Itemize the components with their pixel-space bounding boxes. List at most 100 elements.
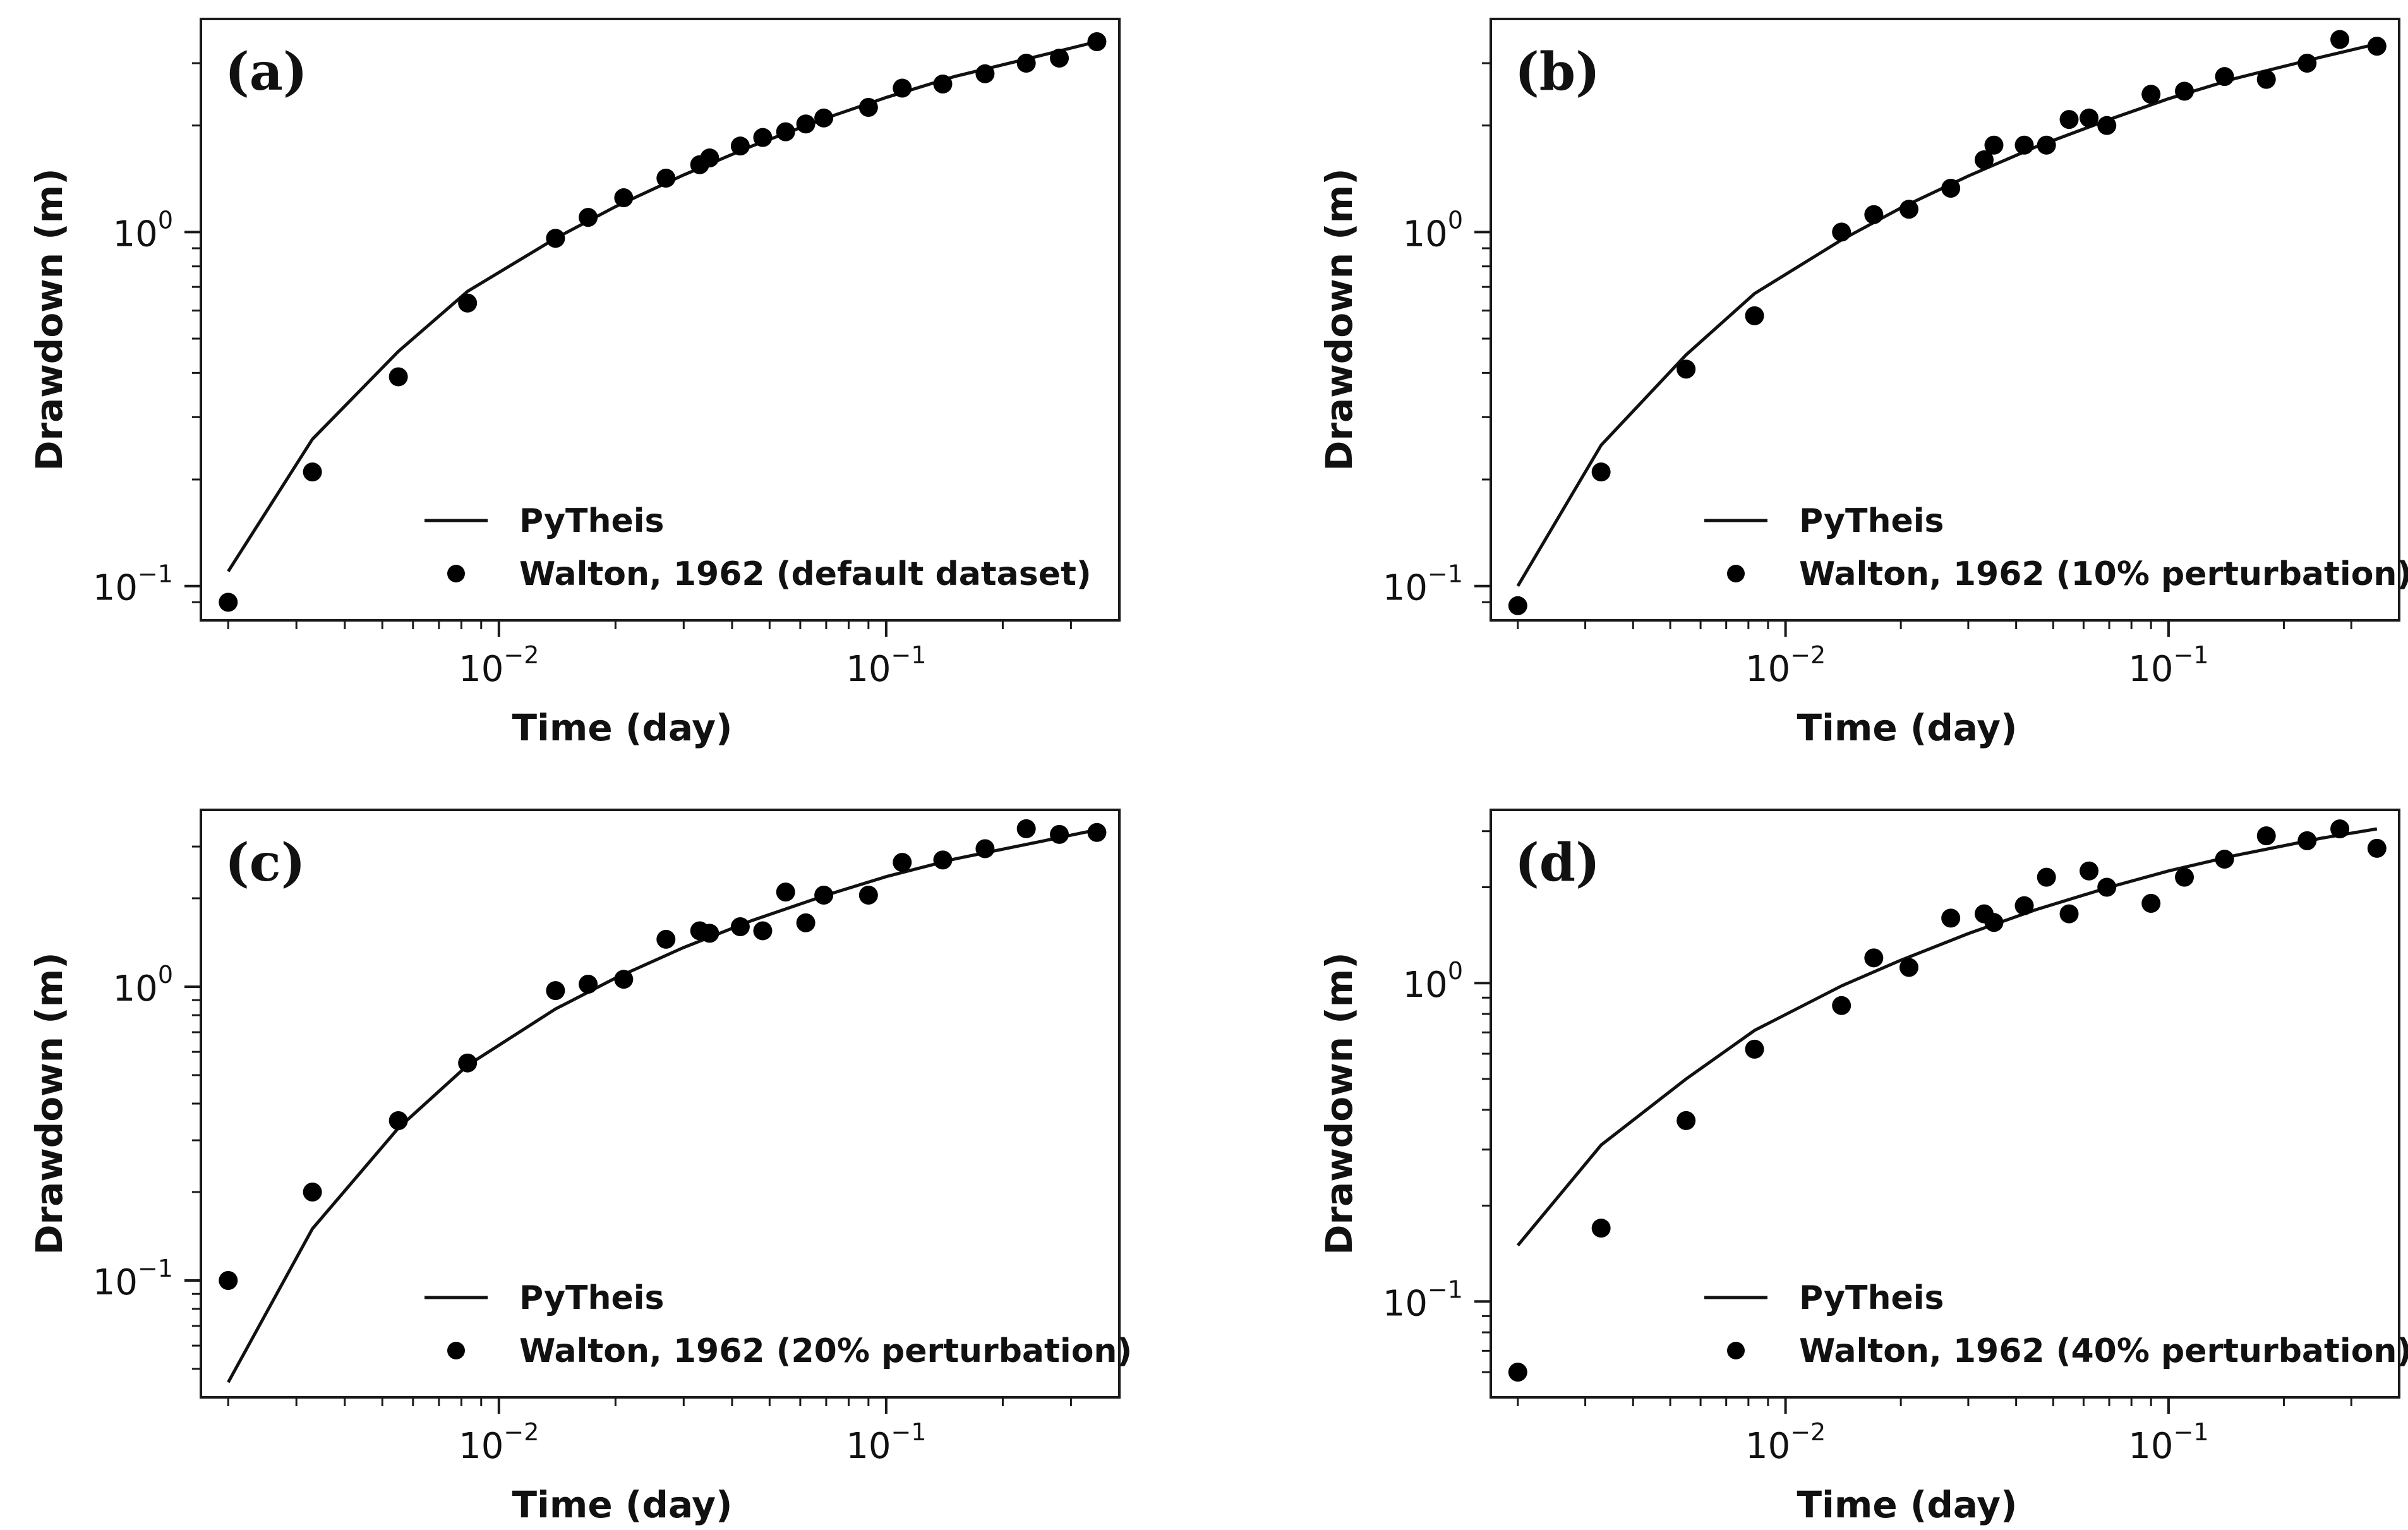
legend-label-pytheis: PyTheis [519,502,665,540]
legend-point-swatch [1727,1342,1745,1359]
data-point [2097,116,2117,135]
data-point [814,885,834,905]
data-point [2297,54,2317,73]
data-point [2141,894,2161,913]
data-point [1050,824,1069,844]
data-point [975,64,995,83]
data-point [2097,877,2117,897]
data-point [1941,178,1961,198]
data-point [753,128,773,147]
data-point [1745,306,1764,325]
data-point [2175,867,2194,887]
data-point [753,921,773,941]
data-point [579,208,598,227]
x-tick-label: 10−2 [1745,1418,1826,1467]
data-point [933,74,953,93]
legend: PyTheis Walton, 1962 (10% perturbation) [1704,502,2408,593]
data-point [2256,826,2276,846]
x-tick-label: 10−1 [846,641,926,690]
data-point [1591,1219,1611,1238]
legend-point-swatch [1727,565,1745,582]
data-point [2330,30,2350,49]
data-point [933,850,953,870]
data-point [1050,49,1069,68]
data-point [1975,150,1994,169]
data-point [546,981,565,1001]
data-point [219,1270,238,1290]
data-point [388,367,408,387]
data-point [2367,37,2387,56]
legend-label-pytheis: PyTheis [1799,502,1944,540]
plot-frame [200,18,1121,622]
data-point [1941,908,1961,928]
y-axis-label: Drawdown (m) [28,168,71,471]
x-tick-label: 10−1 [2128,1418,2208,1467]
panel-label: (c) [225,833,306,893]
data-point [458,1053,478,1073]
data-point [656,929,676,949]
panel-a: 10−2 10−1 10−1 100 Time (day) Drawdown (m) (a)… [28,18,1121,749]
legend-label-walton: Walton, 1962 (10% perturbation) [1799,555,2408,593]
data-point [2367,838,2387,858]
data-point [2330,819,2350,839]
data-point [1087,32,1107,51]
pytheis-line [227,40,1097,572]
data-point [1984,135,2004,155]
legend: PyTheis Walton, 1962 (20% perturbation) [424,1279,1132,1370]
panel-label: (b) [1515,42,1600,102]
data-point [2215,850,2234,869]
data-point [1508,596,1527,615]
data-point [656,169,676,188]
data-point [2014,896,2034,915]
panel-label: (a) [225,42,308,102]
x-axis-label: Time (day) [512,706,732,749]
data-point [814,108,834,128]
data-point [2014,135,2034,155]
legend-point-swatch [447,1342,465,1359]
data-point [1899,958,1918,977]
legend-label-pytheis: PyTheis [519,1279,665,1317]
pytheis-line [1516,827,2378,1247]
legend: PyTheis Walton, 1962 (default dataset) [424,502,1092,593]
data-point [1016,54,1036,73]
y-tick-label: 10−1 [93,560,173,609]
data-point [1864,948,1884,968]
data-point [2037,867,2056,887]
data-point [730,917,750,937]
data-point [1832,996,1851,1015]
data-point [303,462,322,482]
data-point [1984,913,2004,932]
data-point [1508,1363,1527,1382]
data-point [1832,222,1851,242]
data-point [858,885,878,905]
y-tick-label: 100 [1403,206,1463,255]
data-point [388,1111,408,1130]
y-tick-label: 100 [1403,957,1463,1006]
legend-point-swatch [447,565,465,582]
legend: PyTheis Walton, 1962 (40% perturbation) [1704,1279,2408,1370]
data-point [700,924,719,943]
data-point [546,229,565,248]
data-point [2215,67,2234,87]
data-point [1899,200,1918,219]
data-point [2059,904,2079,924]
data-point [614,188,634,208]
data-point [730,136,750,156]
panel-c: 10−2 10−1 10−1 100 Time (day) Drawdown (m) (c)… [28,809,1132,1526]
legend-label-pytheis: PyTheis [1799,1279,1944,1317]
data-point [1016,819,1036,838]
panel-label: (d) [1515,833,1600,893]
data-point [2175,81,2194,101]
y-tick-label: 100 [113,206,173,255]
y-axis-label: Drawdown (m) [1318,168,1361,471]
data-point [893,853,912,872]
panel-b: 10−2 10−1 10−1 100 Time (day) Drawdown (m) (b)… [1318,18,2408,749]
x-tick-label: 10−1 [2128,641,2208,690]
x-axis-label: Time (day) [1797,1483,2017,1526]
data-point [2080,861,2099,881]
data-point [579,974,598,994]
x-tick-label: 10−1 [846,1418,926,1467]
y-tick-label: 10−1 [1383,560,1463,609]
data-point [796,913,816,932]
data-point [2037,135,2056,155]
